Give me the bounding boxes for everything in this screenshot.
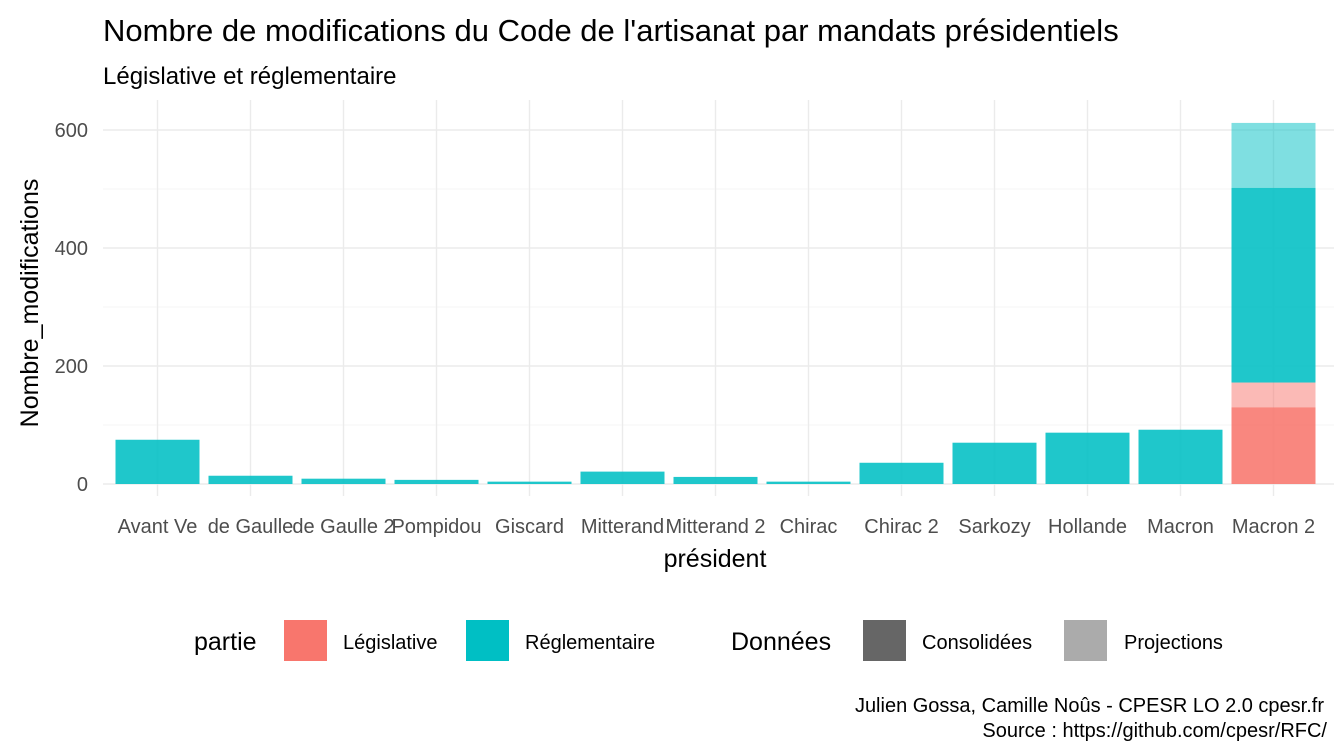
bar-mitterand-reglementaire-consolidees [580, 471, 665, 484]
bar-de-gaulle-reglementaire-consolidees [208, 475, 293, 484]
y-axis-title: Nombre_modifications [16, 179, 44, 428]
x-tick-label-de-gaulle-2: de Gaulle 2 [292, 516, 394, 538]
x-tick-label-mitterand-2: Mitterand 2 [665, 516, 765, 538]
legend-title-partie: partie [194, 628, 257, 656]
bar-avant-ve-reglementaire-consolidees [115, 439, 200, 484]
chart-subtitle: Législative et réglementaire [103, 63, 397, 90]
bar-sarkozy-reglementaire-consolidees [952, 442, 1037, 484]
x-tick-label-macron: Macron [1147, 516, 1214, 538]
x-tick-label-hollande: Hollande [1048, 516, 1127, 538]
bars [115, 122, 1316, 484]
bar-macron-2-legislative-projections [1231, 382, 1316, 408]
legend-label-reglementaire: Réglementaire [525, 632, 655, 654]
y-tick-labels: 0 200 400 600 [55, 120, 88, 496]
bar-macron-2-reglementaire-projections [1231, 122, 1316, 188]
x-tick-label-sarkozy: Sarkozy [958, 516, 1030, 538]
x-tick-label-chirac: Chirac [780, 516, 838, 538]
chart-title: Nombre de modifications du Code de l'art… [103, 13, 1119, 48]
plot-area: 0 200 400 600 Avant Ve de Gaulle de Gaulle 2P… [55, 100, 1334, 538]
grid [103, 100, 1334, 496]
bar-mitterand-2-reglementaire-consolidees [673, 476, 758, 484]
y-tick-label: 600 [55, 120, 88, 142]
legend-label-consolidees: Consolidées [922, 632, 1032, 654]
legend-key-legislative [284, 620, 327, 661]
x-tick-label-macron-2: Macron 2 [1232, 516, 1315, 538]
caption-line-2: Source : https://github.com/cpesr/RFC/ [982, 720, 1327, 742]
legend-label-legislative: Législative [343, 632, 438, 654]
bar-pompidou-reglementaire-consolidees [394, 479, 479, 484]
x-tick-label-chirac-2: Chirac 2 [864, 516, 938, 538]
bar-macron-reglementaire-consolidees [1138, 429, 1223, 484]
legend-title-donnees: Données [731, 628, 831, 656]
y-tick-label: 0 [77, 474, 88, 496]
x-tick-label-avant-ve: Avant Ve [118, 516, 198, 538]
legend-key-reglementaire [466, 620, 509, 661]
x-tick-label-giscard: Giscard [495, 516, 564, 538]
bar-macron-2-reglementaire-consolidees [1231, 187, 1316, 383]
bar-giscard-reglementaire-consolidees [487, 481, 572, 484]
x-axis-title: président [664, 545, 767, 573]
bar-chirac-2-reglementaire-consolidees [859, 462, 944, 484]
x-tick-label-de-gaulle: de Gaulle [208, 516, 294, 538]
legend-key-consolidees [863, 620, 906, 661]
legend-label-projections: Projections [1124, 632, 1223, 654]
bar-chirac-reglementaire-consolidees [766, 481, 851, 484]
caption-line-1: Julien Gossa, Camille Noûs - CPESR LO 2.… [855, 695, 1324, 717]
bar-hollande-reglementaire-consolidees [1045, 432, 1130, 484]
y-tick-label: 200 [55, 356, 88, 378]
bar-macron-2-legislative-consolidees [1231, 407, 1316, 484]
legend-key-projections [1064, 620, 1107, 661]
x-tick-label-mitterand: Mitterand [581, 516, 664, 538]
y-tick-label: 400 [55, 238, 88, 260]
legend: partie Législative Réglementaire Données… [194, 620, 1223, 661]
x-tick-label-pompidou: Pompidou [391, 516, 481, 538]
bar-de-gaulle-2-reglementaire-consolidees [301, 478, 386, 484]
